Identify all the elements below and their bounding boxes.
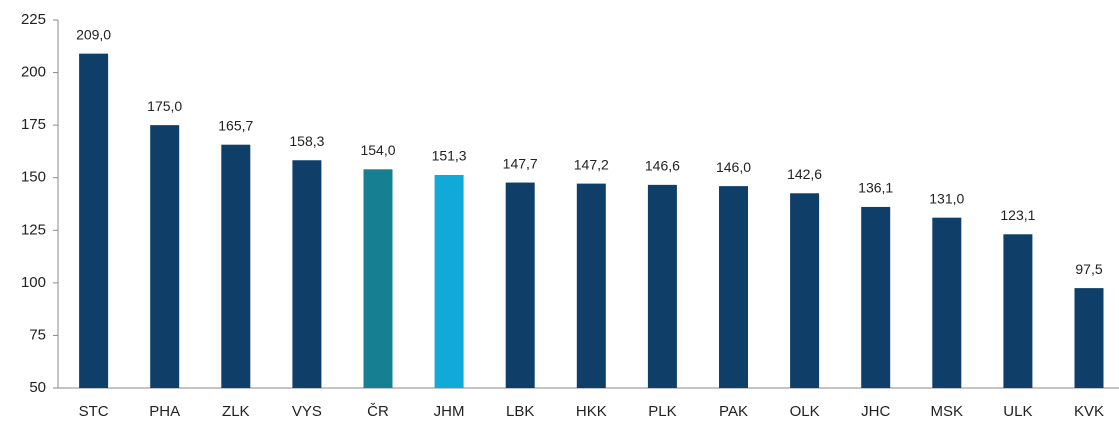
y-tick-label: 225 — [21, 11, 46, 28]
y-tick-label: 150 — [21, 169, 46, 186]
x-tick-label: KVK — [1074, 403, 1104, 420]
value-label: 158,3 — [289, 133, 324, 149]
x-tick-label: STC — [79, 403, 109, 420]
x-tick-label: JHC — [861, 403, 890, 420]
x-tick-label: ZLK — [222, 403, 250, 420]
value-label: 165,7 — [218, 117, 253, 133]
x-tick-label: PLK — [648, 403, 676, 420]
y-tick-label: 200 — [21, 64, 46, 81]
value-label: 123,1 — [1000, 207, 1035, 223]
bar — [861, 206, 891, 388]
value-label: 142,6 — [787, 166, 822, 182]
bar — [790, 193, 820, 388]
bar — [932, 217, 962, 388]
x-tick-label: OLK — [790, 403, 820, 420]
bar — [150, 125, 180, 389]
bar — [1074, 288, 1104, 388]
x-tick-label: JHM — [434, 403, 465, 420]
x-tick-label: HKK — [576, 403, 607, 420]
y-tick-label: 50 — [29, 379, 46, 396]
bar — [292, 160, 322, 388]
x-tick-label: PAK — [719, 403, 748, 420]
bar — [363, 169, 393, 388]
value-label: 154,0 — [360, 142, 395, 158]
x-tick-label: MSK — [931, 403, 964, 420]
value-label: 147,7 — [503, 155, 538, 171]
bar — [1003, 234, 1033, 388]
bar — [434, 174, 464, 388]
bar — [647, 184, 677, 388]
y-tick-label: 75 — [29, 326, 46, 343]
y-tick-label: 175 — [21, 116, 46, 133]
value-label: 175,0 — [147, 98, 182, 114]
bar — [576, 183, 606, 388]
value-label: 131,0 — [929, 190, 964, 206]
value-label: 209,0 — [76, 26, 111, 42]
y-tick-label: 125 — [21, 221, 46, 238]
value-label: 146,6 — [645, 158, 680, 174]
value-label: 151,3 — [432, 148, 467, 164]
bar — [221, 144, 251, 388]
value-label: 147,2 — [574, 156, 609, 172]
bar — [505, 182, 535, 388]
x-tick-label: ČR — [367, 403, 389, 420]
value-label: 146,0 — [716, 159, 751, 175]
bar — [79, 53, 109, 388]
x-tick-label: LBK — [506, 403, 534, 420]
value-label: 136,1 — [858, 180, 893, 196]
value-label: 97,5 — [1075, 261, 1102, 277]
x-tick-label: ULK — [1003, 403, 1032, 420]
y-tick-label: 100 — [21, 274, 46, 291]
x-tick-label: PHA — [149, 403, 180, 420]
bar — [719, 186, 748, 388]
x-tick-label: VYS — [292, 403, 322, 420]
